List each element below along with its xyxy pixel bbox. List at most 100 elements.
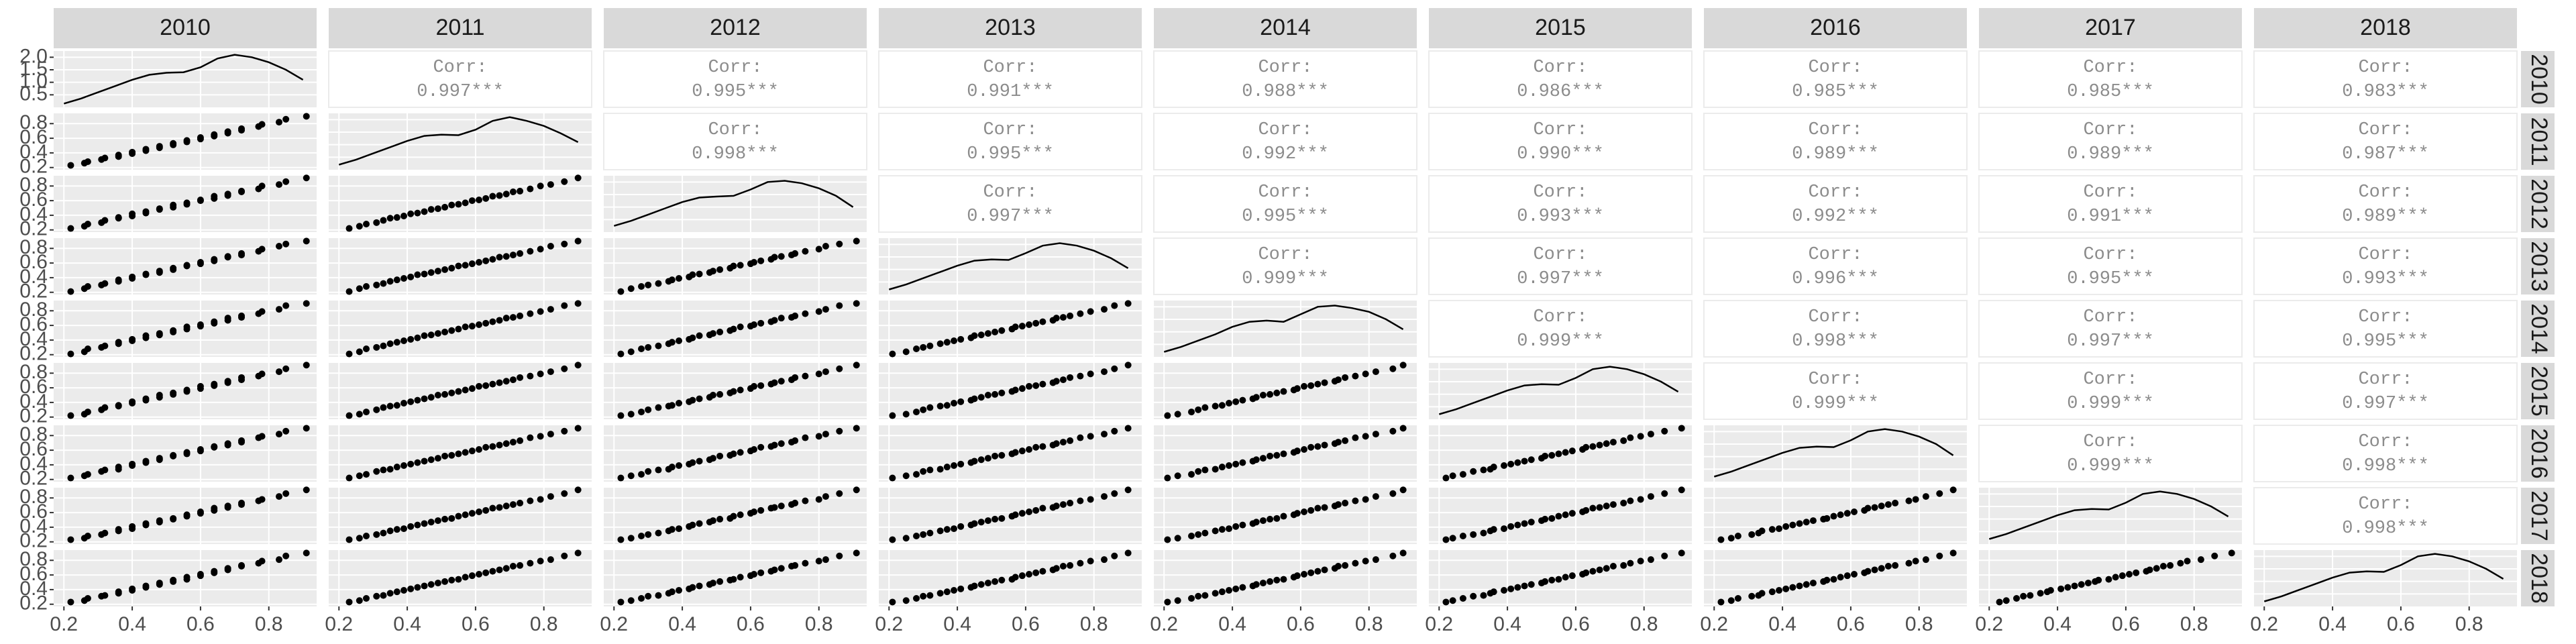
column-strip-label: 2013 — [985, 15, 1036, 40]
point — [393, 276, 400, 284]
point — [129, 398, 136, 405]
point — [627, 472, 635, 480]
point — [822, 368, 829, 376]
point — [1627, 559, 1634, 567]
point — [547, 306, 554, 313]
y-tick-label: 1.5 — [19, 58, 48, 80]
point — [434, 455, 441, 462]
density-line — [63, 54, 304, 105]
corr-value: 0.999*** — [2067, 456, 2154, 476]
point — [1188, 409, 1195, 416]
corr-title: Corr: — [1808, 58, 1862, 78]
point — [1201, 529, 1209, 537]
point — [1101, 556, 1108, 564]
point — [345, 225, 353, 232]
y-tick-label: 0.8 — [19, 361, 48, 383]
row-strip — [2521, 363, 2555, 419]
point — [792, 312, 799, 319]
point — [1459, 595, 1466, 602]
point — [258, 433, 266, 440]
point — [2027, 592, 2034, 599]
corr-value: 0.995*** — [967, 144, 1054, 164]
point — [777, 378, 785, 385]
point — [482, 443, 490, 451]
corr-title: Corr: — [1808, 370, 1862, 390]
x-tick-label: 0.4 — [668, 613, 696, 635]
point — [1637, 433, 1644, 440]
point — [448, 515, 455, 522]
y-tick-label: 0.6 — [19, 126, 48, 148]
panel-background — [879, 238, 1142, 294]
point — [527, 559, 534, 567]
point — [757, 319, 765, 327]
point — [757, 257, 765, 264]
point — [1039, 380, 1046, 388]
point — [400, 525, 407, 533]
point — [1026, 446, 1032, 453]
point — [645, 281, 652, 288]
point — [482, 569, 490, 576]
point — [1803, 581, 1810, 588]
point — [913, 533, 920, 539]
y-tick-label: 0.8 — [19, 299, 48, 321]
point — [489, 380, 496, 388]
point — [414, 334, 421, 341]
point — [211, 256, 218, 263]
point — [84, 409, 91, 416]
point — [943, 339, 951, 346]
point — [517, 437, 524, 444]
point — [1399, 362, 1407, 369]
panel-background — [1979, 488, 2242, 544]
point — [1201, 592, 1209, 599]
point — [380, 280, 387, 287]
point — [757, 443, 765, 451]
point — [1830, 576, 1837, 583]
column-strip — [2254, 8, 2517, 48]
point — [407, 210, 415, 217]
point — [421, 270, 428, 278]
point — [971, 520, 978, 527]
point — [373, 281, 380, 288]
point — [696, 332, 703, 339]
corr-panel — [1978, 362, 2243, 420]
point — [1101, 306, 1108, 313]
point — [676, 275, 682, 282]
point — [751, 508, 757, 515]
point — [1101, 431, 1108, 438]
point — [170, 451, 177, 459]
point — [1470, 592, 1477, 600]
point — [1293, 447, 1301, 455]
point — [638, 533, 645, 539]
point — [822, 306, 829, 313]
corr-value: 0.987*** — [2342, 144, 2429, 164]
point — [1124, 362, 1132, 369]
point — [489, 318, 496, 325]
point — [129, 460, 136, 468]
point — [902, 411, 910, 418]
point — [998, 327, 1006, 334]
point — [627, 597, 635, 604]
point — [1059, 501, 1067, 508]
column-strip — [1979, 8, 2242, 48]
point — [183, 449, 191, 456]
point — [386, 590, 394, 597]
point — [455, 388, 462, 395]
point — [1077, 559, 1084, 567]
point — [1851, 508, 1858, 515]
point — [1603, 440, 1610, 447]
point — [2211, 552, 2218, 559]
point — [84, 283, 91, 290]
point — [971, 582, 978, 590]
point — [1174, 597, 1181, 604]
point — [998, 389, 1006, 396]
point — [170, 201, 177, 209]
point — [1389, 490, 1397, 497]
point — [67, 288, 74, 295]
point — [197, 508, 204, 515]
point — [276, 493, 282, 500]
point — [1174, 535, 1181, 542]
y-tick-label: 0.6 — [19, 313, 48, 335]
point — [1782, 523, 1790, 530]
point — [1218, 588, 1226, 596]
point — [1195, 531, 1202, 538]
